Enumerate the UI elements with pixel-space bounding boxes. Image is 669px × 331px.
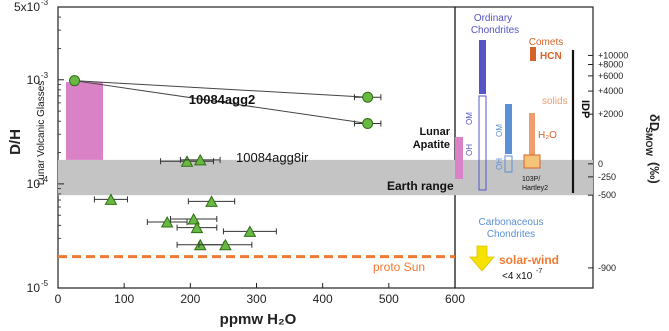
- carbonaceous-chondrites-label-line2: Chondrites: [487, 229, 535, 240]
- delta-tick-label: +6000: [598, 71, 623, 81]
- y-tick-exponent: -3: [41, 0, 49, 7]
- hartley2-label-line2: Hartley2: [522, 185, 548, 192]
- proto-sun-label: proto Sun: [373, 260, 425, 274]
- x-tick-label: 100: [114, 292, 134, 306]
- carbonaceous-om-label: OM: [495, 124, 504, 137]
- hartley2-label-line1: 103P/: [522, 176, 540, 183]
- data-point-triangle: [243, 225, 257, 237]
- connector-line: [74, 80, 368, 125]
- right-axis-title: δD SMOW (‰): [644, 114, 662, 184]
- data-point-circle: [69, 75, 81, 87]
- idp-label: IDP: [579, 100, 591, 118]
- ordinary-chondrites-label-line1: Ordinary: [474, 13, 512, 24]
- earth-range-band-group: [58, 159, 593, 196]
- y-tick-exponent: -5: [41, 279, 49, 288]
- y-tick-exponent: -3: [41, 71, 49, 80]
- x-tick-label: 0: [55, 292, 62, 306]
- delta-tick-label: +8000: [598, 59, 623, 69]
- carbonaceous-om-bar: [505, 104, 512, 154]
- label-10084agg2: 10084agg2: [189, 92, 256, 107]
- earth-range-label: Earth range: [387, 179, 454, 193]
- data-points: [69, 75, 382, 251]
- lunar-apatite-label-line2: Apatite: [413, 139, 450, 151]
- delta-label: δD: [647, 114, 662, 131]
- data-point-triangle: [205, 195, 218, 207]
- solar-wind-value-exp: -7: [536, 268, 542, 275]
- carbonaceous-chondrites-label-line1: Carbonaceous: [478, 217, 543, 228]
- earth-range-band: [58, 159, 593, 196]
- hcn-label: HCN: [540, 51, 562, 62]
- carbonaceous-oh-bar: [504, 155, 513, 173]
- lunar-volcanic-glasses-label: Lunar Volcanic Glasses: [36, 81, 47, 186]
- delta-subscript: SMOW: [644, 127, 654, 157]
- delta-tick-label: +2000: [598, 109, 623, 119]
- solar-wind-value: <4 x10: [502, 271, 533, 282]
- x-tick-label: 600: [445, 292, 465, 306]
- reference-lines: [58, 80, 455, 259]
- y-tick-label: 10: [27, 177, 41, 191]
- delta-tick-label: +4000: [598, 86, 623, 96]
- x-tick-label: 400: [313, 292, 333, 306]
- delta-tick-label: -900: [598, 263, 616, 273]
- y-tick-label: 5x10: [14, 0, 40, 14]
- x-tick-label: 200: [180, 292, 200, 306]
- y-tick-label: 10: [27, 281, 41, 295]
- ordinary-chondrites-label-line2: Chondrites: [471, 25, 519, 36]
- carbonaceous-oh-label: OH: [495, 158, 504, 170]
- y-axis-label: D/H: [7, 129, 24, 155]
- solar-wind-arrow: [469, 245, 495, 272]
- regions: [65, 82, 103, 160]
- y-tick-exponent: -4: [41, 175, 49, 184]
- x-tick-label: 500: [379, 292, 399, 306]
- x-tick-label: 300: [246, 292, 266, 306]
- data-point-triangle: [104, 193, 118, 205]
- data-point-triangle: [219, 238, 232, 251]
- ordinary-om-bar: [479, 40, 486, 94]
- comet-h2o-bar: [529, 113, 535, 160]
- y-tick-label: 10: [27, 73, 41, 87]
- comet-hcn-bar: [530, 47, 536, 61]
- data-point-circle: [362, 118, 374, 130]
- data-point-triangle: [190, 221, 204, 234]
- data-point-triangle: [180, 155, 194, 167]
- hartley2-box: [523, 154, 541, 169]
- x-axis-label: ppmw H₂O: [220, 311, 297, 328]
- solids-label: solids: [542, 96, 568, 107]
- lunar-apatite-bar: [455, 137, 463, 179]
- delta-tick-label: -250: [598, 172, 616, 182]
- lunar-apatite-label-line1: Lunar: [419, 126, 450, 138]
- delta-unit: (‰): [647, 162, 662, 184]
- data-point-triangle: [193, 153, 207, 166]
- connector-line: [74, 80, 368, 98]
- delta-tick-label: 0: [598, 159, 603, 169]
- lunar-volcanic-glasses-box: [65, 82, 103, 160]
- delta-tick-label: +10000: [598, 50, 628, 60]
- h2o-label: H₂O: [538, 130, 557, 141]
- ordinary-oh-label: OH: [465, 144, 474, 156]
- ordinary-oh-bar: [478, 95, 487, 191]
- delta-tick-label: -500: [598, 190, 616, 200]
- data-point-triangle: [187, 212, 200, 225]
- ordinary-om-label: OM: [465, 112, 474, 125]
- solar-wind-label: solar-wind: [499, 253, 559, 267]
- data-point-circle: [362, 91, 374, 103]
- data-point-triangle: [160, 216, 174, 228]
- comets-label: Comets: [529, 37, 563, 48]
- plot-frame: [57, 6, 456, 289]
- label-10084agg8ir: 10084agg8ir: [236, 150, 309, 165]
